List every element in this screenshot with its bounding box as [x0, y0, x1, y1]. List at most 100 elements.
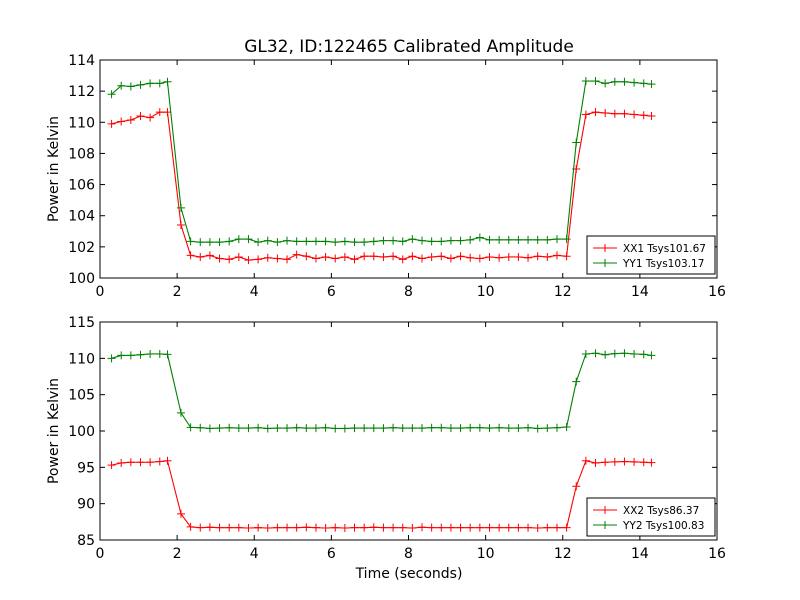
data-point-yy2 [360, 424, 369, 433]
bottom-y-tick-label: 110 [68, 351, 95, 367]
data-point-yy1 [292, 237, 301, 246]
data-point-yy2 [610, 349, 619, 358]
data-point-xx1 [117, 117, 126, 126]
data-point-yy2 [146, 349, 155, 358]
data-point-yy2 [552, 423, 561, 432]
data-point-xx1 [495, 253, 504, 262]
data-point-xx1 [466, 253, 475, 262]
data-point-xx1 [350, 255, 359, 264]
data-point-yy1 [126, 82, 135, 91]
legend-marker-yy2 [601, 521, 609, 529]
bottom-y-tick-label: 85 [77, 533, 95, 549]
data-point-xx2 [562, 523, 571, 532]
data-point-xx2 [552, 523, 561, 532]
data-point-yy2 [321, 423, 330, 432]
data-point-xx2 [437, 523, 446, 532]
data-point-yy1 [610, 77, 619, 86]
data-point-xx2 [311, 523, 320, 532]
data-point-yy1 [572, 138, 581, 147]
data-point-yy1 [639, 79, 648, 88]
data-point-xx1 [107, 119, 116, 128]
data-point-xx2 [136, 458, 145, 467]
data-point-yy1 [398, 237, 407, 246]
data-point-xx1 [408, 252, 417, 261]
bottom-x-tick-label: 2 [173, 546, 182, 562]
data-point-yy1 [311, 237, 320, 246]
data-point-yy1 [533, 235, 542, 244]
data-point-yy2 [572, 377, 581, 386]
data-point-xx2 [647, 458, 656, 467]
bottom-y-tick-label: 95 [77, 460, 95, 476]
data-point-xx1 [311, 254, 320, 263]
top-y-tick-label: 110 [68, 115, 95, 131]
bottom-y-tick-label: 90 [77, 497, 95, 513]
top-ticks: 0 2 4 6 8 10 12 14 16 100 102 104 106 108 110 112 114 [68, 53, 726, 300]
top-x-tick-label: 12 [554, 284, 572, 300]
data-point-yy1 [107, 90, 116, 99]
top-series-group [107, 77, 656, 265]
data-point-xx1 [581, 110, 590, 119]
data-point-yy2 [514, 424, 523, 433]
data-point-xx2 [591, 458, 600, 467]
data-point-yy1 [215, 238, 224, 247]
data-point-xx2 [495, 523, 504, 532]
legend-label-yy1: YY1 Tsys103.17 [622, 258, 704, 270]
data-point-xx1 [543, 252, 552, 261]
top-axes: GL32, ID:122465 Calibrated Amplitude 0 2 4… [46, 37, 726, 300]
data-point-yy1 [225, 237, 234, 246]
data-point-xx2 [524, 523, 533, 532]
data-point-xx2 [601, 458, 610, 467]
data-point-yy2 [389, 423, 398, 432]
data-point-xx2 [155, 457, 164, 466]
data-point-yy1 [234, 235, 243, 244]
data-point-yy1 [331, 238, 340, 247]
data-point-xx2 [292, 523, 301, 532]
data-point-xx2 [117, 458, 126, 467]
data-point-yy2 [456, 424, 465, 433]
data-point-xx1 [263, 253, 272, 262]
data-point-yy1 [244, 235, 253, 244]
data-point-xx1 [215, 254, 224, 263]
bottom-ticks: 0 2 4 6 8 10 12 14 16 85 90 95 100 105 110 115 [68, 315, 726, 562]
data-point-yy2 [107, 354, 116, 363]
data-point-yy2 [379, 424, 388, 433]
legend-marker-xx2 [601, 506, 609, 514]
data-point-yy1 [446, 236, 455, 245]
data-point-yy2 [126, 351, 135, 360]
data-point-xx2 [163, 456, 172, 465]
data-point-xx2 [196, 523, 205, 532]
data-point-xx1 [369, 252, 378, 261]
data-point-yy2 [620, 349, 629, 358]
data-point-yy2 [408, 424, 417, 433]
data-point-yy2 [417, 424, 426, 433]
data-point-xx2 [126, 458, 135, 467]
data-point-yy1 [581, 77, 590, 86]
data-point-yy2 [176, 408, 185, 417]
top-x-tick-label: 0 [96, 284, 105, 300]
data-point-xx1 [504, 252, 513, 261]
data-point-xx1 [417, 254, 426, 263]
data-point-xx2 [379, 523, 388, 532]
data-point-xx1 [437, 252, 446, 261]
top-legend: XX1 Tsys101.67 YY1 Tsys103.17 [586, 235, 716, 275]
top-y-axis-label: Power in Kelvin [46, 116, 62, 222]
data-point-yy2 [117, 351, 126, 360]
data-point-yy1 [514, 235, 523, 244]
data-point-yy1 [552, 235, 561, 244]
top-x-tick-label: 10 [477, 284, 495, 300]
data-point-xx2 [581, 456, 590, 465]
data-point-xx1 [234, 252, 243, 261]
data-point-yy1 [302, 237, 311, 246]
data-point-yy2 [475, 423, 484, 432]
data-point-yy1 [495, 235, 504, 244]
data-point-xx2 [369, 523, 378, 532]
top-y-tick-label: 104 [68, 209, 95, 225]
data-point-yy1 [205, 238, 214, 247]
bottom-x-tick-label: 0 [96, 546, 105, 562]
data-point-yy2 [155, 349, 164, 358]
data-point-xx2 [408, 524, 417, 533]
data-point-xx1 [163, 108, 172, 117]
data-point-xx1 [552, 251, 561, 260]
bottom-axes: 0 2 4 6 8 10 12 14 16 85 90 95 100 105 110 115 Power in… [46, 315, 726, 582]
